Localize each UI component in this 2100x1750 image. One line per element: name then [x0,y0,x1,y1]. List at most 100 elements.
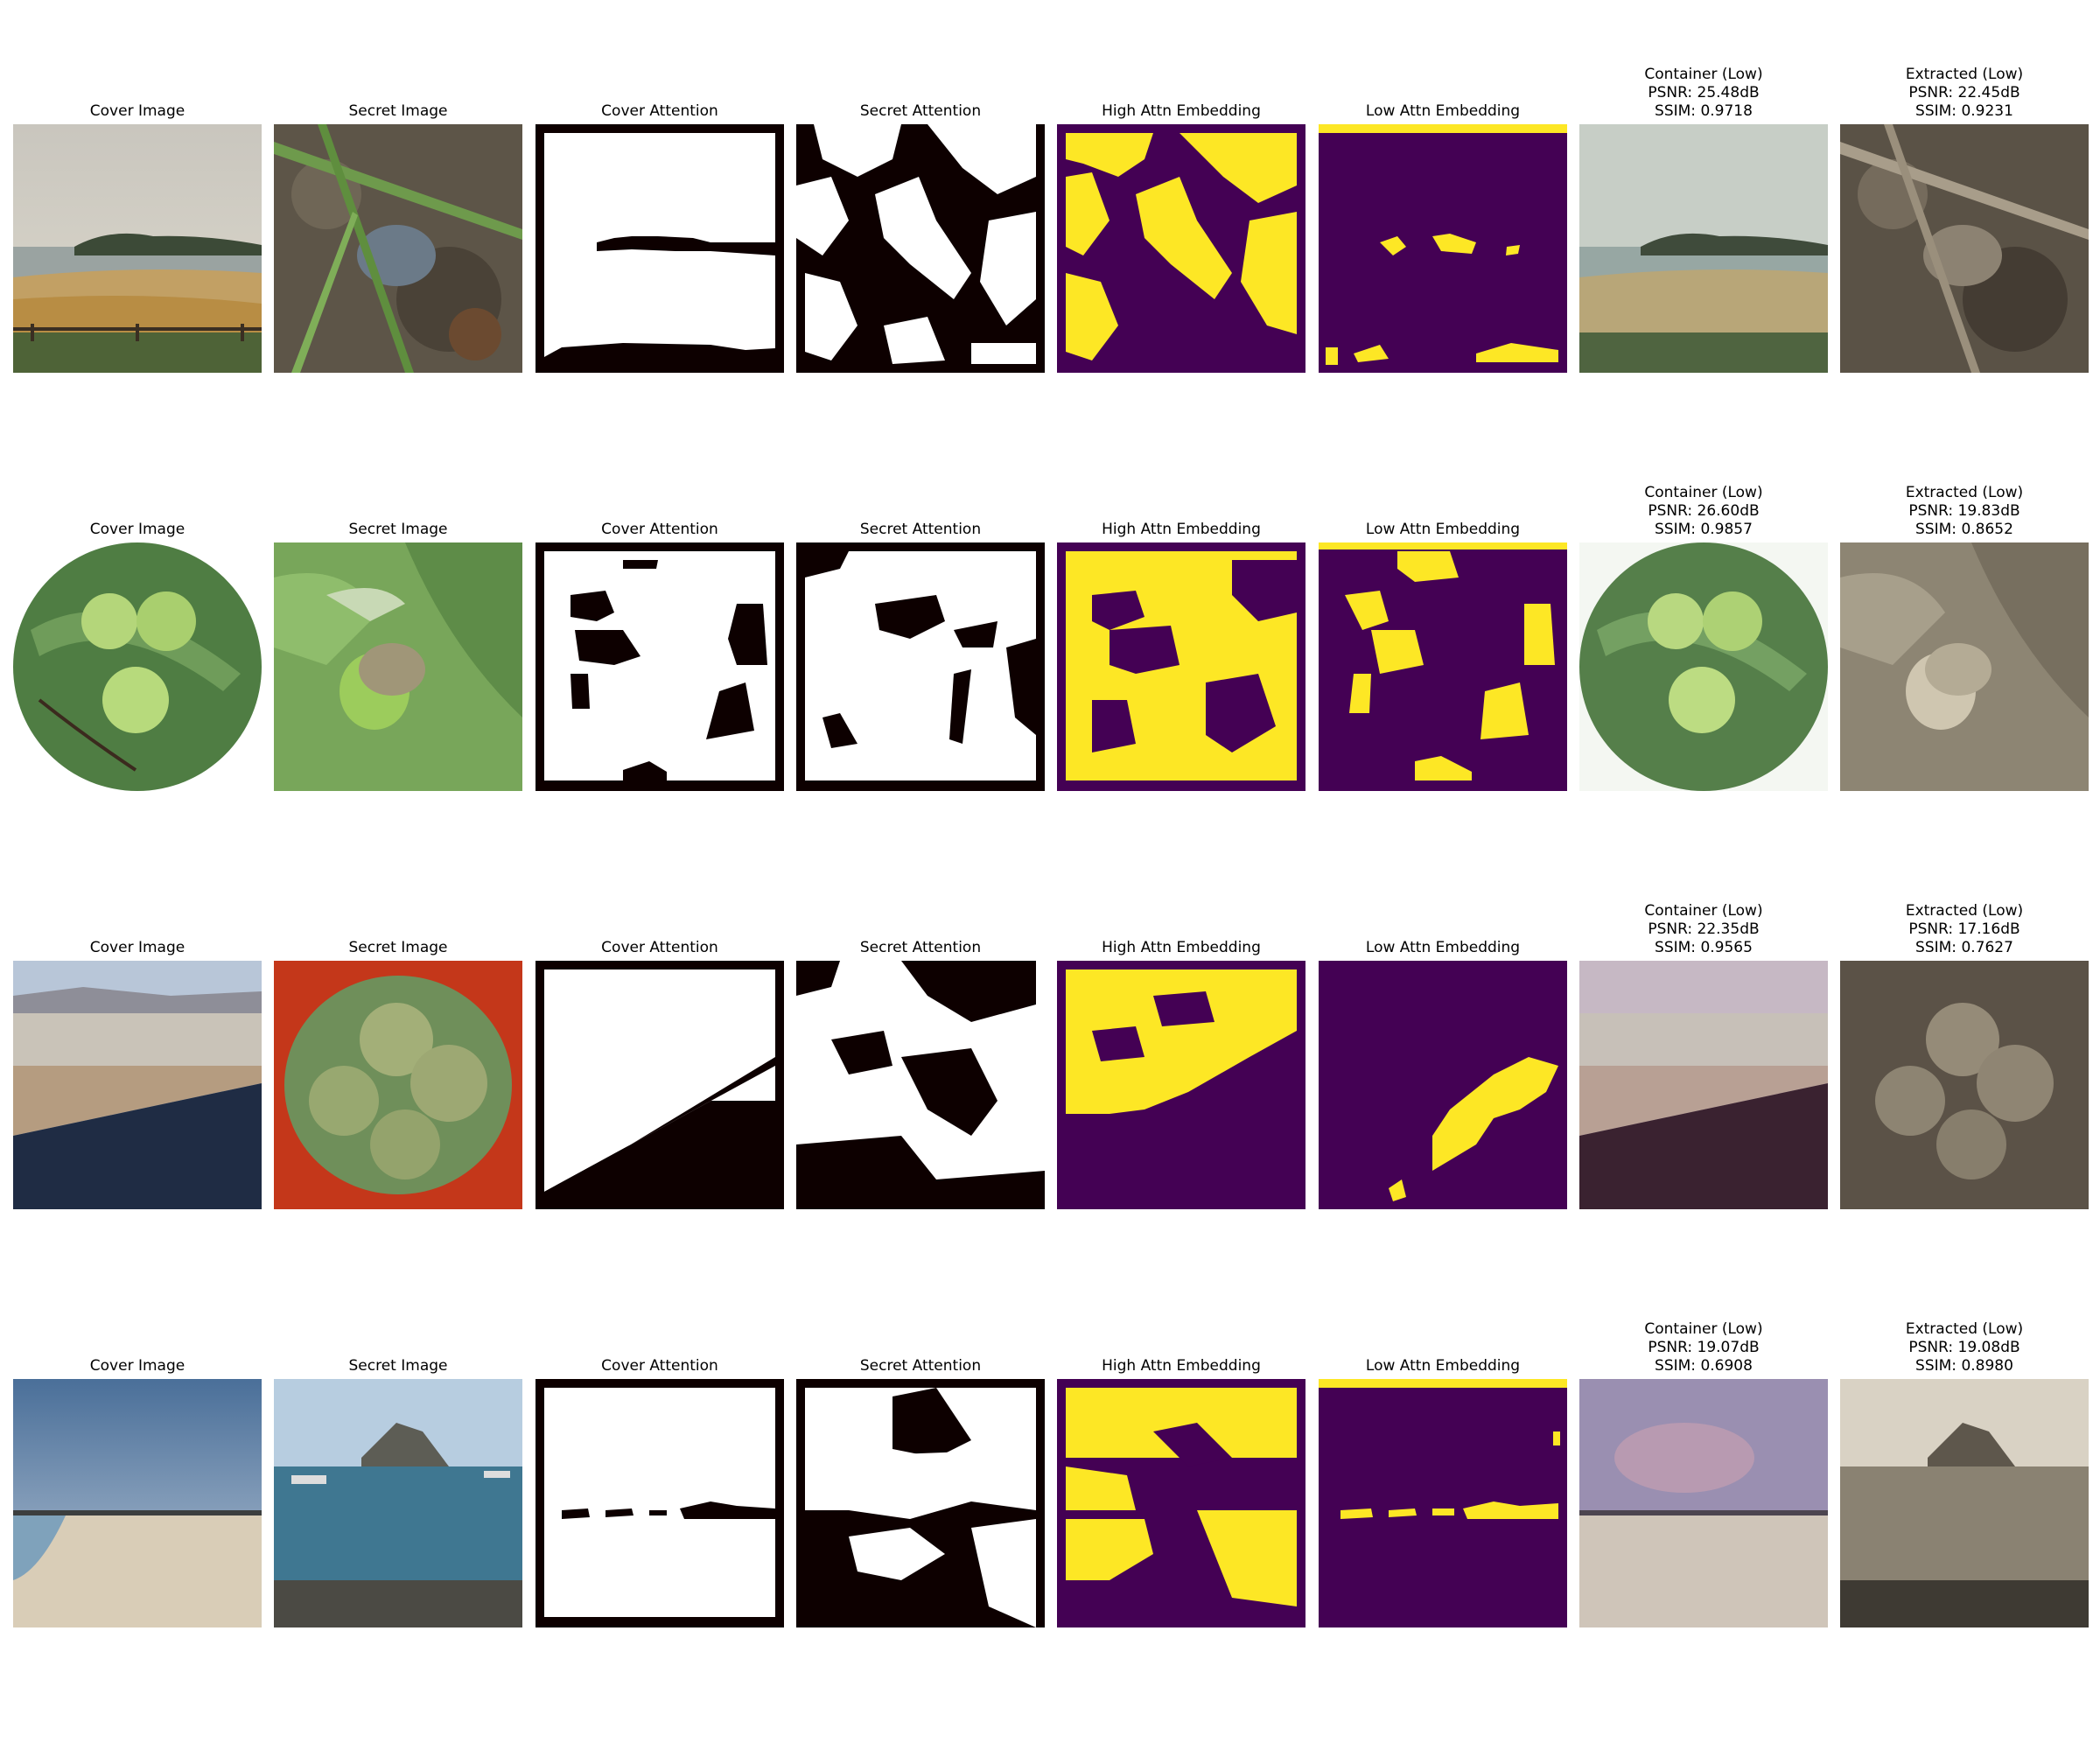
attention-mask [536,542,784,791]
container-image-panel: Container (Low) PSNR: 19.07dB SSIM: 0.6908 [1579,1320,1828,1628]
embedding-map [1319,124,1567,373]
extracted-image-panel: Extracted (Low) PSNR: 22.45dB SSIM: 0.9231 [1840,66,2089,373]
panel-title: Secret Attention [859,939,982,956]
cover-attention-mask: Cover Attention [536,1357,784,1628]
attention-mask [796,124,1045,373]
beach-sky-cover-image [13,1379,262,1628]
secret-image-acorns [274,961,522,1209]
cover-image-panel: Cover Image [13,1357,262,1628]
panel-title: Cover Image [89,939,186,956]
secret-image-panel: Secret Image [274,1357,522,1628]
panel-title: Cover Image [89,1357,186,1375]
attention-mask [796,1379,1045,1628]
panel-title: High Attn Embedding [1102,1357,1261,1375]
embedding-map [1319,542,1567,791]
container-image-panel: Container (Low) PSNR: 22.35dB SSIM: 0.9565 [1579,902,1828,1209]
cover-attention-mask: Cover Attention [536,521,784,791]
figure-row-4: Cover Image Secret Image Cover Attention [0,1307,2100,1692]
panel-title: Cover Attention [601,939,718,956]
embedding-map [1319,1379,1567,1628]
panel-title: Container (Low) PSNR: 22.35dB SSIM: 0.9565 [1644,902,1763,956]
embedding-map [1057,124,1306,373]
high-attn-embedding-map: High Attn Embedding [1057,102,1306,373]
beach-cover-image [13,124,262,373]
panel-title: Low Attn Embedding [1365,521,1521,538]
high-attn-embedding-map: High Attn Embedding [1057,1357,1306,1628]
panel-title: Secret Attention [859,521,982,538]
container-image [1579,124,1828,373]
low-attn-embedding-map: Low Attn Embedding [1319,102,1567,373]
figure-row-2: Cover Image Secret Image Cover Attention [0,471,2100,856]
embedding-map [1319,961,1567,1209]
low-attn-embedding-map: Low Attn Embedding [1319,521,1567,791]
cover-image-panel: Cover Image [13,102,262,373]
low-attn-embedding-map: Low Attn Embedding [1319,939,1567,1209]
panel-title: Extracted (Low) PSNR: 19.08dB SSIM: 0.8980 [1905,1320,2024,1375]
panel-title: Extracted (Low) PSNR: 17.16dB SSIM: 0.7627 [1905,902,2024,956]
container-image [1579,1379,1828,1628]
secret-attention-mask: Secret Attention [796,1357,1045,1628]
secret-image-panel: Secret Image [274,939,522,1209]
panel-title: Container (Low) PSNR: 25.48dB SSIM: 0.9718 [1644,66,1763,120]
extracted-image [1840,961,2089,1209]
panel-title: Cover Image [89,102,186,120]
attention-mask [536,961,784,1209]
acorn-cover-image [13,542,262,791]
panel-title: Container (Low) PSNR: 26.60dB SSIM: 0.9857 [1644,484,1763,538]
panel-title: Extracted (Low) PSNR: 19.83dB SSIM: 0.8652 [1905,484,2024,538]
panel-title: Secret Image [348,521,448,538]
panel-title: Container (Low) PSNR: 19.07dB SSIM: 0.6908 [1644,1320,1763,1375]
panel-title: Low Attn Embedding [1365,102,1521,120]
high-attn-embedding-map: High Attn Embedding [1057,521,1306,791]
low-attn-embedding-map: Low Attn Embedding [1319,1357,1567,1628]
panel-title: Secret Attention [859,1357,982,1375]
figure-row-1: Cover Image Secret Image Cover Attention [0,52,2100,438]
extracted-image [1840,542,2089,791]
high-attn-embedding-map: High Attn Embedding [1057,939,1306,1209]
secret-image-panel: Secret Image [274,102,522,373]
extracted-image-panel: Extracted (Low) PSNR: 17.16dB SSIM: 0.7627 [1840,902,2089,1209]
extracted-image-panel: Extracted (Low) PSNR: 19.83dB SSIM: 0.8652 [1840,484,2089,791]
container-image-panel: Container (Low) PSNR: 25.48dB SSIM: 0.9718 [1579,66,1828,373]
embedding-map [1057,1379,1306,1628]
attention-mask [536,1379,784,1628]
attention-mask [536,124,784,373]
extracted-image [1840,124,2089,373]
coast-cover-image [13,961,262,1209]
panel-title: Cover Attention [601,1357,718,1375]
panel-title: Cover Attention [601,102,718,120]
secret-attention-mask: Secret Attention [796,102,1045,373]
cover-attention-mask: Cover Attention [536,939,784,1209]
secret-image-harbor [274,1379,522,1628]
figure-row-3: Cover Image Secret Image Cover Attention… [0,889,2100,1274]
embedding-map [1057,961,1306,1209]
embedding-map [1057,542,1306,791]
cover-image-panel: Cover Image [13,521,262,791]
cover-image-panel: Cover Image [13,939,262,1209]
panel-title: Low Attn Embedding [1365,1357,1521,1375]
panel-title: Secret Image [348,102,448,120]
panel-title: High Attn Embedding [1102,521,1261,538]
attention-mask [796,542,1045,791]
container-image [1579,542,1828,791]
panel-title: Secret Image [348,939,448,956]
panel-title: Extracted (Low) PSNR: 22.45dB SSIM: 0.9231 [1905,66,2024,120]
secret-attention-mask: Secret Attention [796,939,1045,1209]
panel-title: High Attn Embedding [1102,102,1261,120]
secret-image-panel: Secret Image [274,521,522,791]
panel-title: High Attn Embedding [1102,939,1261,956]
secret-image-grass [274,124,522,373]
secret-image-acorn-leaves [274,542,522,791]
panel-title: Secret Attention [859,102,982,120]
cover-attention-mask: Cover Attention [536,102,784,373]
panel-title: Cover Attention [601,521,718,538]
secret-attention-mask: Secret Attention [796,521,1045,791]
panel-title: Cover Image [89,521,186,538]
attention-mask [796,961,1045,1209]
panel-title: Secret Image [348,1357,448,1375]
container-image-panel: Container (Low) PSNR: 26.60dB SSIM: 0.9857 [1579,484,1828,791]
container-image [1579,961,1828,1209]
panel-title: Low Attn Embedding [1365,939,1521,956]
extracted-image-panel: Extracted (Low) PSNR: 19.08dB SSIM: 0.8980 [1840,1320,2089,1628]
extracted-image [1840,1379,2089,1628]
